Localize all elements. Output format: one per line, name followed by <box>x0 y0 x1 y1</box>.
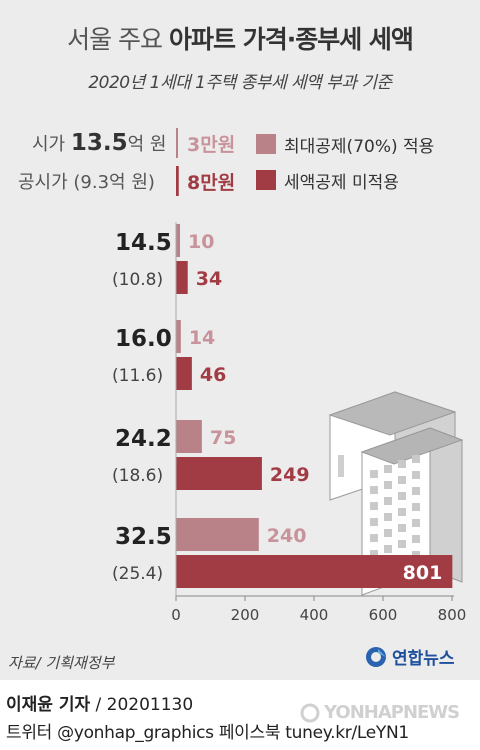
bar-deduction <box>176 420 202 453</box>
building-window <box>384 497 392 505</box>
example-price-prefix: 시가 <box>32 134 71 155</box>
legend-label-deduction: 최대공제(70%) 적용 <box>284 136 435 157</box>
category-official-label: (18.6) <box>112 466 163 486</box>
legend-item-deduction: 최대공제(70%) 적용 <box>256 132 435 157</box>
reporter-line: 이재윤 기자 / 20201130 <box>6 690 193 715</box>
building-window <box>398 508 406 516</box>
category-price-label: 24.2 <box>115 426 172 452</box>
legend-swatch-no-deduction <box>256 170 276 190</box>
category-price-label: 14.5 <box>115 230 172 256</box>
watermark: YONHAPNEWS <box>324 702 460 723</box>
bar-value-label: 801 <box>403 562 443 584</box>
building-window <box>370 502 378 510</box>
watermark-logo-icon <box>300 703 320 723</box>
page-title: 서울 주요 아파트 가격·종부세 세액 <box>0 20 480 56</box>
building-window <box>384 513 392 521</box>
building-window <box>398 540 406 548</box>
building-window <box>384 481 392 489</box>
subtitle: 2020년 1세대 1주택 종부세 세액 부과 기준 <box>88 73 392 93</box>
category-price-label: 32.5 <box>115 524 172 550</box>
bar-no-deduction <box>176 357 192 390</box>
category-official-label: (11.6) <box>112 366 163 386</box>
bar-value-label: 75 <box>210 427 236 449</box>
example-deduct-value: 3만원 <box>187 134 236 156</box>
category-price-label: 16.0 <box>115 326 172 352</box>
apartment-buildings-icon <box>328 391 464 596</box>
building-window <box>412 455 420 463</box>
bar-value-label: 240 <box>267 525 307 547</box>
example-price-suffix: 억 원 <box>127 134 167 155</box>
x-tick-label: 400 <box>300 606 329 624</box>
bar-deduction <box>176 518 259 551</box>
building-window <box>370 534 378 542</box>
building-window <box>370 470 378 478</box>
example-nodeduct-value: 8만원 <box>187 172 236 194</box>
reporter-date: / 20201130 <box>90 695 194 715</box>
yonhap-logo: 연합뉴스 <box>364 644 455 669</box>
building-window <box>384 529 392 537</box>
bar-value-label: 46 <box>200 364 226 386</box>
x-tick-label: 0 <box>171 606 181 624</box>
legend-swatch-deduction <box>256 134 276 154</box>
building-window <box>384 545 392 553</box>
building-window <box>338 455 344 477</box>
bar-value-label: 249 <box>270 464 310 486</box>
example-price-number: 13.5 <box>70 130 128 156</box>
title-light: 서울 주요 <box>67 25 169 54</box>
example-bar-deduction <box>176 128 178 158</box>
example-price: 시가 13.5억 원 <box>32 130 166 156</box>
yonhap-logo-icon <box>366 646 386 667</box>
example-official-price: 공시가 (9.3억 원) <box>18 172 155 193</box>
building-window <box>412 535 420 543</box>
title-bold: 아파트 가격·종부세 세액 <box>169 25 414 54</box>
bar-value-label: 10 <box>188 231 214 253</box>
legend-item-no-deduction: 세액공제 미적용 <box>256 168 399 193</box>
x-tick-label: 600 <box>369 606 398 624</box>
x-tick-label: 200 <box>231 606 260 624</box>
bar-no-deduction <box>176 457 262 490</box>
bar-value-label: 34 <box>196 268 222 290</box>
building-window <box>398 476 406 484</box>
logo-text: 연합뉴스 <box>392 649 455 669</box>
legend-label-no-deduction: 세액공제 미적용 <box>284 172 399 193</box>
bar-chart: 14.5 (10.8) 10 34 16.0 (11.6) 14 46 24.2 (18.6) 75… <box>112 128 467 624</box>
building-window <box>398 460 406 468</box>
example-bar-no-deduction <box>176 166 179 196</box>
building-window <box>398 524 406 532</box>
bar-value-label: 14 <box>189 327 215 349</box>
category-official-label: (25.4) <box>112 564 163 584</box>
building-window <box>412 503 420 511</box>
source-note: 자료/ 기획재정부 <box>8 654 115 672</box>
bar-no-deduction <box>176 261 188 294</box>
social-line: 트위터 @yonhap_graphics 페이스북 tuney.kr/LeYN1 <box>6 723 409 743</box>
building-window <box>398 492 406 500</box>
bar-no-deduction <box>176 555 453 588</box>
building-window <box>384 465 392 473</box>
building-window <box>412 471 420 479</box>
building-window <box>370 518 378 526</box>
x-tick-label: 800 <box>438 606 467 624</box>
building-window <box>412 519 420 527</box>
building-window <box>370 550 378 558</box>
building-window <box>412 487 420 495</box>
building-window <box>370 486 378 494</box>
category-official-label: (10.8) <box>112 270 163 290</box>
bar-deduction <box>176 224 180 257</box>
reporter-name: 이재윤 기자 <box>6 695 91 715</box>
bar-deduction <box>176 320 181 353</box>
